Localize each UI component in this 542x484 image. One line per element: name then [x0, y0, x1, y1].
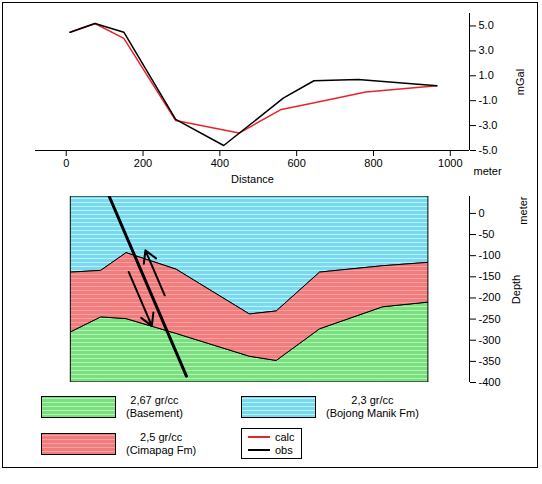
svg-text:400: 400 [211, 157, 229, 169]
html-text:2,5 gr/cc: 2,5 gr/cc [140, 430, 183, 443]
html-text:(Basement): (Basement) [126, 407, 183, 419]
svg-text:-50: -50 [479, 228, 495, 240]
svg-text:200: 200 [134, 157, 152, 169]
svg-text:1.0: 1.0 [479, 69, 494, 81]
svg-text:Distance: Distance [231, 173, 274, 185]
svg-text:600: 600 [287, 157, 305, 169]
svg-text:-3.0: -3.0 [479, 119, 498, 131]
svg-text:-1.0: -1.0 [479, 94, 498, 106]
svg-text:-150: -150 [479, 270, 501, 282]
svg-text:1000: 1000 [438, 157, 462, 169]
svg-text:mGal: mGal [514, 69, 526, 95]
svg-text:-200: -200 [479, 291, 501, 303]
svg-text:3.0: 3.0 [479, 44, 494, 56]
html-text:2,3 gr/cc: 2,3 gr/cc [351, 394, 394, 406]
svg-text:-100: -100 [479, 249, 501, 261]
svg-text:-350: -350 [479, 355, 501, 367]
svg-text:Depth: Depth [510, 275, 522, 304]
html-text:calc: calc [275, 431, 295, 443]
svg-text:0: 0 [479, 207, 485, 219]
html-text:2,67 gr/cc: 2,67 gr/cc [130, 394, 179, 406]
svg-text:meter: meter [474, 165, 502, 177]
svg-text:-5.0: -5.0 [479, 144, 498, 156]
svg-text:meter: meter [517, 196, 529, 224]
svg-text:-250: -250 [479, 313, 501, 325]
svg-text:800: 800 [364, 157, 382, 169]
svg-text:5.0: 5.0 [479, 19, 494, 31]
svg-text:-300: -300 [479, 334, 501, 346]
svg-text:0: 0 [63, 157, 69, 169]
html-text:obs: obs [275, 444, 293, 456]
html-text:(Bojong Manik Fm): (Bojong Manik Fm) [326, 407, 419, 419]
html-text:(Cimapag Fm): (Cimapag Fm) [126, 443, 197, 456]
svg-text:-400: -400 [479, 376, 501, 388]
